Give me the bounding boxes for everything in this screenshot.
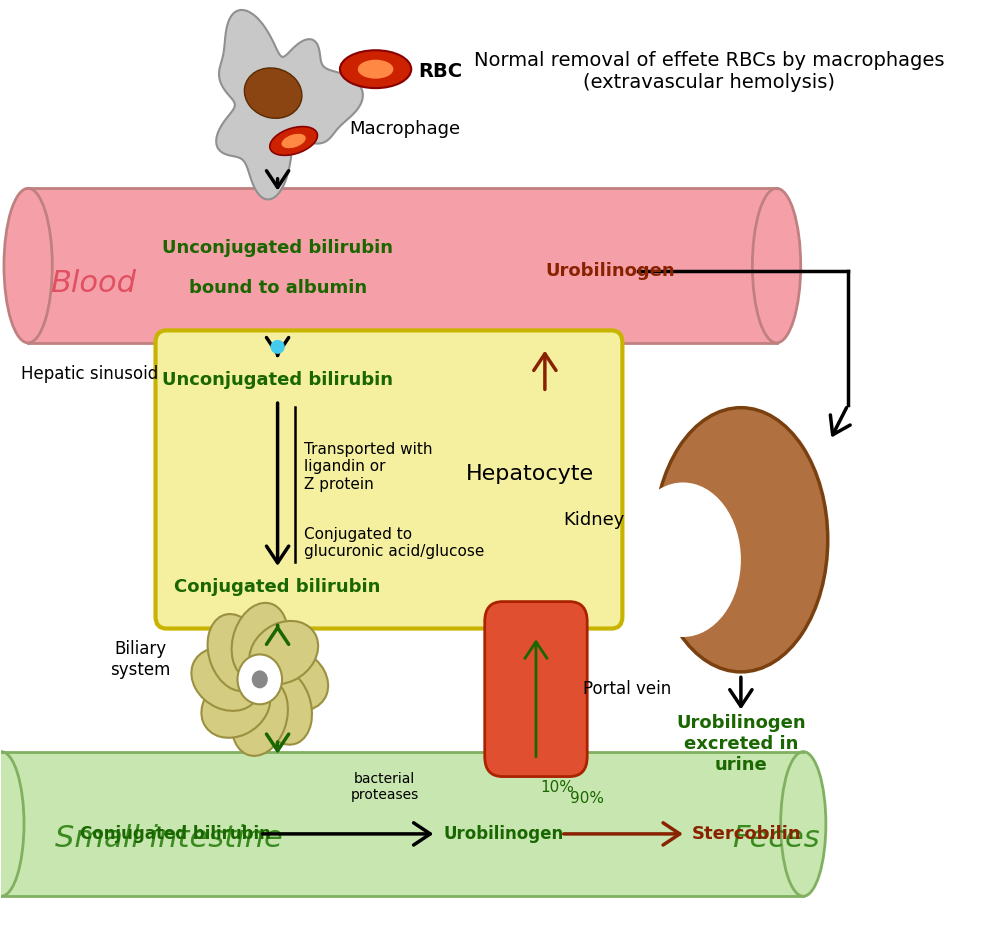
Text: Urobilinogen: Urobilinogen: [545, 262, 675, 280]
Ellipse shape: [191, 648, 260, 711]
Text: Normal removal of effete RBCs by macrophages
(extravascular hemolysis): Normal removal of effete RBCs by macroph…: [474, 51, 944, 92]
Ellipse shape: [201, 675, 270, 738]
Ellipse shape: [4, 188, 52, 343]
Ellipse shape: [232, 603, 288, 680]
Text: Unconjugated bilirubin: Unconjugated bilirubin: [162, 371, 393, 390]
Ellipse shape: [244, 68, 302, 118]
Text: Feces: Feces: [732, 825, 820, 854]
Text: Kidney: Kidney: [564, 511, 625, 528]
Bar: [1, 751, 803, 897]
Ellipse shape: [270, 340, 285, 354]
Text: Conjugated bilirubin: Conjugated bilirubin: [174, 578, 381, 596]
Ellipse shape: [625, 483, 741, 637]
Text: bacterial
proteases: bacterial proteases: [350, 772, 419, 802]
Text: RBC: RBC: [418, 62, 462, 81]
Ellipse shape: [232, 678, 288, 756]
Text: Hepatic sinusoid: Hepatic sinusoid: [21, 364, 158, 383]
Ellipse shape: [0, 751, 24, 897]
Polygon shape: [503, 622, 569, 757]
Text: 10%: 10%: [540, 779, 574, 795]
Text: Blood: Blood: [50, 269, 136, 298]
Text: Biliary
system: Biliary system: [110, 640, 171, 678]
Ellipse shape: [340, 50, 411, 89]
Text: Urobilinogen
excreted in
urine: Urobilinogen excreted in urine: [676, 714, 806, 774]
Ellipse shape: [358, 60, 393, 78]
Text: Conjugated to
glucuronic acid/glucose: Conjugated to glucuronic acid/glucose: [304, 527, 485, 559]
Ellipse shape: [654, 407, 828, 672]
Text: Portal vein: Portal vein: [583, 680, 671, 698]
Text: Transported with
ligandin or
Z protein: Transported with ligandin or Z protein: [304, 442, 433, 492]
Text: bound to albumin: bound to albumin: [189, 279, 367, 296]
Text: Hepatocyte: Hepatocyte: [466, 464, 594, 484]
Ellipse shape: [781, 751, 826, 897]
FancyBboxPatch shape: [156, 331, 622, 628]
Ellipse shape: [270, 127, 317, 156]
Text: 90%: 90%: [570, 791, 604, 806]
Ellipse shape: [208, 614, 264, 692]
Ellipse shape: [752, 188, 801, 343]
Text: Conjugated bilirubin: Conjugated bilirubin: [80, 825, 271, 843]
Ellipse shape: [255, 667, 312, 745]
Text: Unconjugated bilirubin: Unconjugated bilirubin: [162, 239, 393, 256]
Text: Macrophage: Macrophage: [349, 120, 460, 138]
Text: Small intestine: Small intestine: [55, 825, 283, 854]
Ellipse shape: [259, 648, 328, 711]
FancyBboxPatch shape: [485, 601, 587, 776]
Ellipse shape: [237, 654, 282, 705]
Polygon shape: [216, 10, 363, 199]
Ellipse shape: [249, 621, 318, 684]
Bar: [28, 188, 777, 343]
Text: Stercobilin: Stercobilin: [692, 825, 802, 843]
Ellipse shape: [281, 134, 306, 148]
Ellipse shape: [252, 670, 268, 689]
Text: Urobilinogen: Urobilinogen: [443, 825, 564, 843]
